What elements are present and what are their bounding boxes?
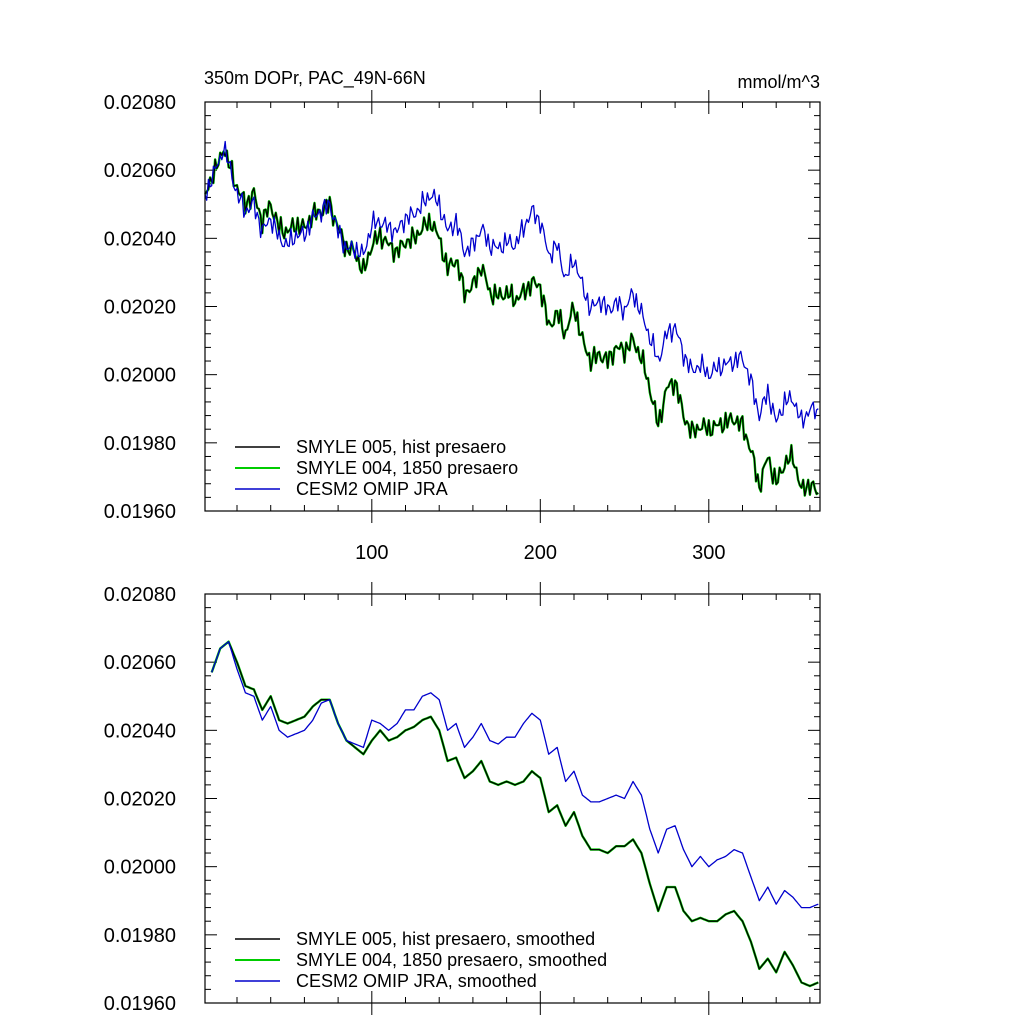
bottom-panel-y-tick-label: 0.02060 bbox=[104, 652, 176, 674]
top-panel-legend-label: SMYLE 005, hist presaero bbox=[296, 437, 506, 457]
bottom-panel-y-tick-label: 0.02040 bbox=[104, 720, 176, 742]
chart-units-label: mmol/m^3 bbox=[738, 72, 820, 92]
top-panel-series-cesm2-omip-jra bbox=[204, 140, 819, 429]
top-panel-y-tick-label: 0.02060 bbox=[104, 160, 176, 182]
bottom-panel-y-tick-label: 0.01980 bbox=[104, 925, 176, 947]
bottom-panel-y-tick-labels: 0.01960 0.01980 0.02000 0.02020 0.02040 0.020… bbox=[104, 584, 176, 1015]
bottom-panel-y-tick-label: 0.02080 bbox=[104, 584, 176, 606]
bottom-panel-frame bbox=[204, 593, 821, 1004]
bottom-panel-y-tick-label: 0.01960 bbox=[104, 993, 176, 1015]
top-panel-legend-label: SMYLE 004, 1850 presaero bbox=[296, 458, 518, 478]
top-panel-y-tick-label: 0.02000 bbox=[104, 365, 176, 387]
top-panel-y-tick-label: 0.02080 bbox=[104, 92, 176, 114]
bottom-panel-series-cesm2-omip-jra-smoothed bbox=[211, 641, 819, 909]
bottom-panel-y-tick-label: 0.02020 bbox=[104, 789, 176, 811]
top-panel-series bbox=[204, 140, 819, 497]
top-panel-y-tick-label: 0.02040 bbox=[104, 228, 176, 250]
bottom-panel-legend-label: SMYLE 005, hist presaero, smoothed bbox=[296, 929, 595, 949]
top-panel-y-tick-label: 0.01960 bbox=[104, 501, 176, 523]
top-panel-x-tick-label: 200 bbox=[524, 542, 557, 564]
top-panel-x-tick-label: 300 bbox=[692, 542, 725, 564]
top-panel-legend-label: CESM2 OMIP JRA bbox=[296, 479, 448, 499]
top-panel-x-tick-label: 100 bbox=[355, 542, 388, 564]
bottom-panel: 0.01960 0.01980 0.02000 0.02020 0.02040 0.020… bbox=[104, 582, 821, 1015]
top-panel-y-tick-labels: 0.01960 0.01980 0.02000 0.02020 0.02040 0.020… bbox=[104, 92, 176, 523]
bottom-panel-legend: SMYLE 005, hist presaero, smoothedSMYLE … bbox=[235, 929, 607, 991]
bottom-panel-series bbox=[210, 640, 819, 988]
bottom-panel-ticks bbox=[205, 582, 820, 1015]
bottom-panel-series-smyle-005-hist-presaero-smoothed bbox=[211, 641, 819, 987]
top-panel-y-tick-label: 0.01980 bbox=[104, 433, 176, 455]
top-panel-y-tick-label: 0.02020 bbox=[104, 297, 176, 319]
top-panel-frame bbox=[204, 101, 821, 512]
bottom-panel-legend-label: CESM2 OMIP JRA, smoothed bbox=[296, 971, 537, 991]
bottom-panel-legend-label: SMYLE 004, 1850 presaero, smoothed bbox=[296, 950, 607, 970]
top-panel: 350m DOPr, PAC_49N-66N mmol/m^3 0.019600… bbox=[104, 68, 821, 564]
top-panel-x-tick-labels: 100 200 300 bbox=[355, 542, 725, 564]
bottom-panel-y-tick-label: 0.02000 bbox=[104, 857, 176, 879]
chart-title-left: 350m DOPr, PAC_49N-66N bbox=[204, 68, 426, 89]
